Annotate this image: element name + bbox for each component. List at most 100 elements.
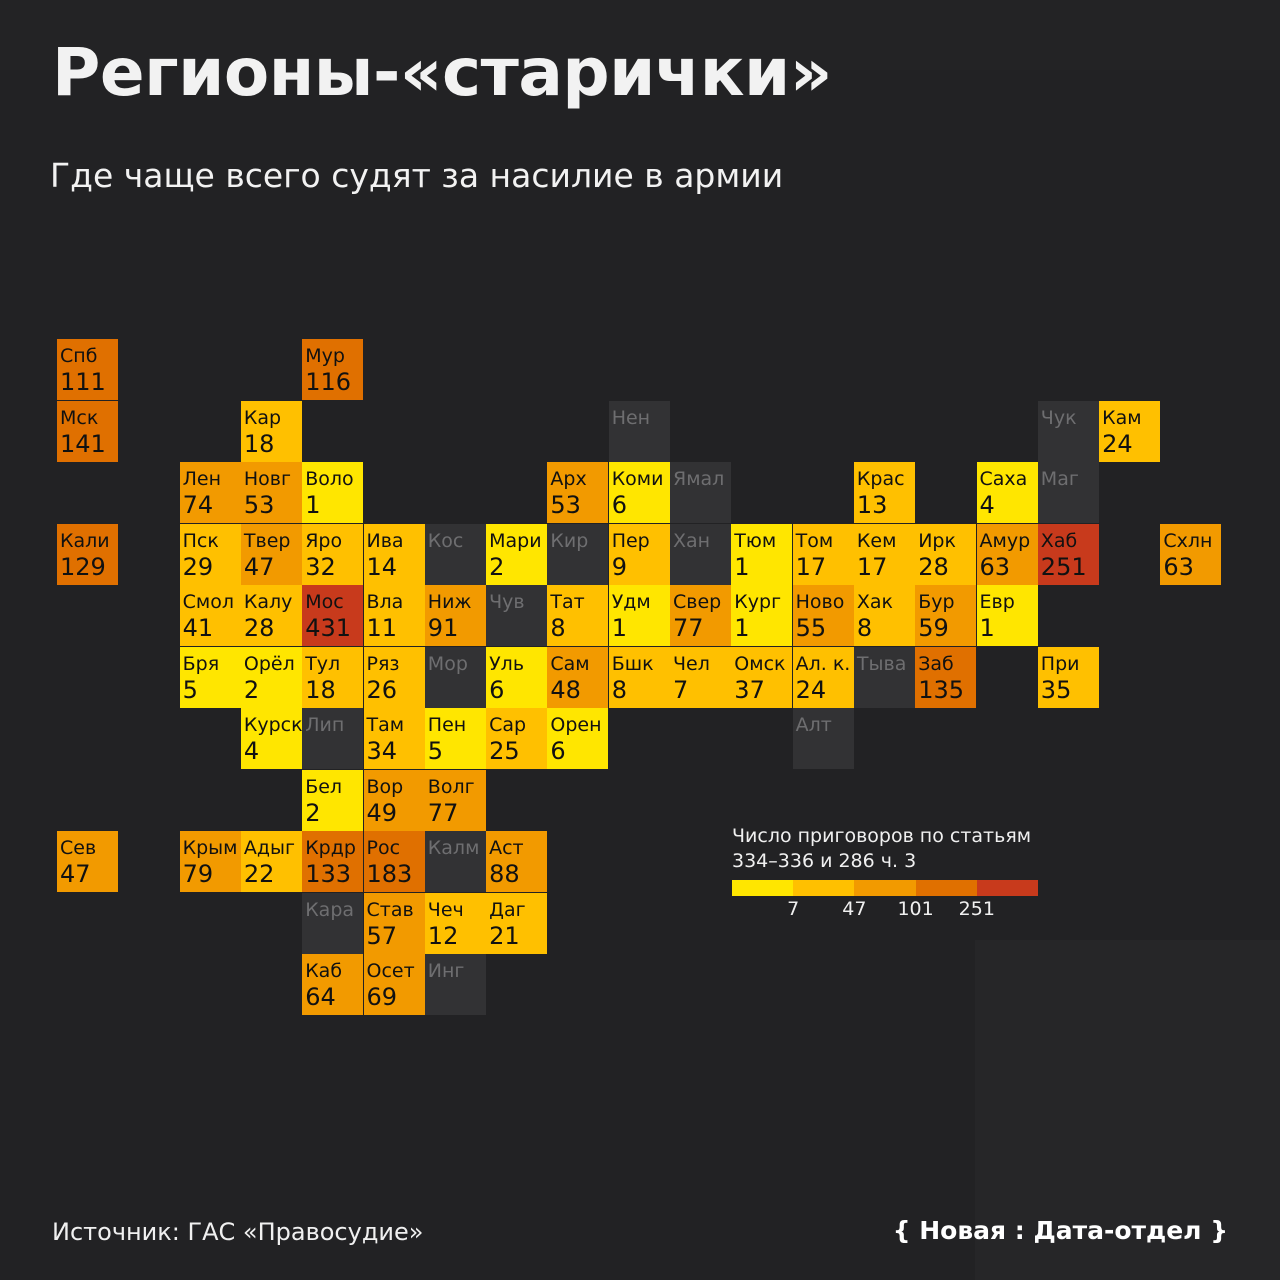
- region-value: 47: [243, 552, 275, 581]
- region-value: 4: [979, 491, 995, 519]
- region-abbr: Чеч: [427, 898, 464, 921]
- region-abbr: Кара: [305, 898, 355, 921]
- region-tile: Арх 53: [547, 462, 609, 523]
- region-value: 5: [182, 675, 198, 704]
- region-tile: Бшк 8: [608, 646, 670, 708]
- region-value: 29: [182, 552, 214, 581]
- region-tile: Бел 2: [302, 769, 364, 831]
- region-value: 63: [1163, 552, 1194, 581]
- region-abbr: Евр: [979, 591, 1015, 613]
- region-tile: Уль 6: [486, 646, 548, 708]
- region-tile: Маг: [1037, 462, 1099, 523]
- region-abbr: Ямал: [673, 468, 725, 490]
- region-abbr: Том: [795, 529, 834, 552]
- region-abbr: Калм: [427, 837, 480, 859]
- region-tile: Там 34: [363, 708, 425, 769]
- region-abbr: Бшк: [611, 652, 654, 675]
- region-tile: Пер 9: [608, 523, 670, 585]
- region-abbr: Лен: [182, 468, 221, 490]
- region-value: 24: [1102, 429, 1133, 458]
- region-abbr: Омск: [734, 652, 786, 675]
- region-value: 1: [734, 552, 750, 581]
- region-abbr: Свер: [673, 591, 722, 613]
- region-abbr: Даг: [489, 898, 526, 921]
- region-abbr: Саха: [979, 468, 1028, 490]
- region-abbr: Сев: [60, 837, 97, 859]
- region-abbr: Кали: [60, 529, 110, 552]
- region-abbr: Хак: [856, 591, 894, 613]
- region-value: 32: [305, 552, 336, 581]
- region-tile: Смол 41: [179, 585, 241, 646]
- region-value: 91: [427, 614, 459, 642]
- region-tile: Омск 37: [731, 646, 793, 708]
- region-tile: Чеч 12: [424, 892, 486, 954]
- region-abbr: Вла: [366, 591, 404, 613]
- legend-title-line1: Число приговоров по статьям: [732, 825, 1032, 847]
- region-tile: Ива 14: [363, 523, 425, 585]
- region-value: 8: [550, 614, 566, 642]
- region-value: 8: [856, 614, 873, 642]
- region-tile: Ряз 26: [363, 646, 425, 708]
- region-tile: Сар 25: [486, 708, 548, 769]
- region-tile: Курск 4: [240, 708, 302, 769]
- region-abbr: Новг: [243, 468, 291, 490]
- region-value: 4: [243, 737, 260, 765]
- region-value: 77: [673, 614, 704, 642]
- region-tile: Став 57: [363, 892, 425, 954]
- region-abbr: Ирк: [918, 529, 956, 552]
- region-value: 8: [611, 675, 627, 704]
- region-tile: Воло 1: [302, 462, 364, 523]
- region-abbr: Крым: [182, 837, 238, 859]
- region-value: 111: [60, 368, 106, 396]
- region-tile: Лип: [302, 708, 364, 769]
- legend-break-label: 47: [842, 898, 867, 920]
- region-tile: Удм 1: [608, 585, 670, 646]
- region-tile: Кам 24: [1099, 400, 1161, 462]
- region-value: 57: [366, 921, 398, 950]
- region-value: 1: [611, 614, 627, 642]
- region-tile: Пск 29: [179, 523, 241, 585]
- region-value: 1: [305, 491, 321, 519]
- region-tile: Схлн 63: [1160, 523, 1222, 585]
- region-value: 22: [243, 860, 275, 888]
- region-abbr: Тул: [305, 652, 341, 675]
- region-abbr: Мск: [60, 406, 99, 429]
- page-title: Регионы-«старички»: [52, 34, 832, 111]
- region-value: 53: [243, 491, 275, 519]
- region-abbr: Смол: [182, 591, 234, 613]
- region-value: 41: [182, 614, 214, 642]
- region-abbr: Кург: [734, 591, 782, 613]
- legend-breaks: 7 47 101 251: [732, 898, 1052, 924]
- region-tile: Пен 5: [424, 708, 486, 769]
- region-tile: Калу 28: [240, 585, 302, 646]
- region-value: 11: [366, 614, 398, 642]
- region-abbr: Кам: [1102, 406, 1142, 429]
- region-tile: Заб 135: [915, 646, 977, 708]
- region-value: 69: [366, 983, 398, 1011]
- region-abbr: Пен: [427, 714, 467, 736]
- region-abbr: Арх: [550, 468, 587, 490]
- legend-break-label: 101: [897, 898, 934, 920]
- region-abbr: Коми: [611, 468, 664, 490]
- region-tile: Амур 63: [976, 523, 1038, 585]
- region-value: 1: [734, 614, 750, 642]
- region-value: 79: [182, 860, 214, 888]
- region-value: 7: [673, 675, 689, 704]
- region-abbr: Кос: [427, 529, 464, 552]
- region-tile: Вор 49: [363, 769, 425, 831]
- region-abbr: Вор: [366, 775, 404, 798]
- region-abbr: При: [1040, 652, 1080, 675]
- region-value: 431: [305, 614, 351, 642]
- legend-swatch: [915, 880, 977, 896]
- region-abbr: Крас: [856, 468, 905, 490]
- region-tile: Крас 13: [853, 462, 915, 523]
- region-tile: Вла 11: [363, 585, 425, 646]
- region-value: 77: [427, 798, 459, 827]
- region-abbr: Схлн: [1163, 529, 1213, 552]
- region-abbr: Амур: [979, 529, 1031, 552]
- region-tile: Мур 116: [302, 339, 364, 400]
- region-abbr: Ал. к.: [795, 652, 851, 675]
- publisher-logo: { Новая : Дата-отдел }: [892, 1216, 1228, 1245]
- source-note: Источник: ГАС «Правосудие»: [52, 1218, 424, 1246]
